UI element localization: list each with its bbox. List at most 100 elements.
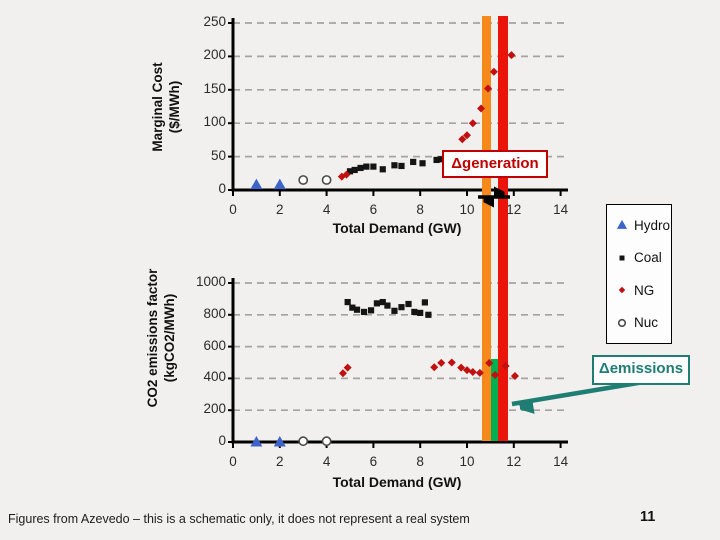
y-tick-label: 200	[203, 47, 226, 63]
square-marker	[360, 308, 368, 316]
square-marker	[438, 156, 445, 163]
x-tick-label: 4	[322, 454, 331, 469]
square-marker	[346, 168, 354, 175]
square-marker	[433, 156, 440, 164]
top-chart-x-axis-title: Total Demand (GW)	[332, 220, 462, 236]
orange-highlight-bar	[481, 16, 492, 441]
diamond-marker	[447, 358, 456, 367]
legend-item-coal: Coal	[607, 250, 671, 265]
square-marker	[367, 307, 375, 314]
x-tick-label: 0	[229, 202, 237, 217]
square-marker	[363, 163, 370, 170]
legend-item-ng: NG	[607, 283, 671, 298]
square-marker	[357, 164, 364, 172]
diamond-marker	[437, 358, 446, 367]
square-marker	[391, 162, 398, 169]
x-tick-label: 2	[276, 454, 284, 469]
y-tick-label: 250	[203, 14, 226, 29]
legend-label: NG	[634, 282, 655, 298]
square-marker	[379, 298, 386, 306]
diamond-marker	[510, 372, 519, 381]
square-marker	[379, 166, 386, 173]
triangle-marker	[616, 220, 628, 230]
diamond-marker	[485, 358, 494, 367]
legend-label: Nuc	[634, 315, 659, 331]
diamond-marker	[342, 170, 351, 179]
triangle-icon	[616, 220, 628, 230]
x-tick-label: 6	[369, 454, 378, 469]
open-circle-marker	[617, 318, 627, 327]
y-tick-label: 200	[203, 401, 226, 417]
square-marker	[349, 304, 356, 311]
y-tick-label: 50	[210, 147, 226, 163]
square-marker	[373, 300, 381, 307]
legend-item-hydro: Hydro	[607, 218, 671, 233]
open-circle-marker	[298, 436, 309, 447]
diamond-marker	[468, 368, 477, 377]
x-tick-label: 4	[322, 202, 331, 217]
triangle-marker	[250, 178, 263, 190]
y-tick-label: 400	[203, 369, 226, 385]
diamond-marker	[343, 363, 352, 372]
square-marker	[421, 299, 428, 306]
generation-callout-box: Δgeneration	[442, 150, 548, 178]
open-circle-marker	[321, 436, 332, 447]
open-circle-marker	[321, 175, 332, 185]
open-circle-marker	[298, 175, 309, 185]
square-marker	[425, 311, 432, 318]
diamond-marker	[489, 67, 498, 76]
diamond-marker	[491, 371, 500, 380]
diamond-marker	[475, 368, 484, 377]
x-tick-label: 2	[276, 202, 284, 217]
triangle-marker	[273, 178, 286, 190]
diamond-marker	[501, 361, 510, 370]
x-tick-label: 14	[553, 454, 569, 469]
legend-item-nuc: Nuc	[607, 315, 671, 330]
square-marker	[391, 307, 398, 314]
square-marker	[410, 158, 417, 166]
diamond-marker	[477, 104, 486, 113]
diamond-marker	[468, 119, 477, 128]
diamond-marker	[507, 51, 516, 60]
diamond-marker	[457, 363, 466, 372]
x-tick-label: 14	[553, 202, 569, 217]
x-tick-label: 10	[459, 454, 475, 469]
y-tick-label: 800	[203, 305, 226, 321]
y-tick-label: 150	[203, 80, 226, 96]
circle-open-icon	[617, 318, 627, 327]
diamond-marker	[618, 287, 626, 294]
y-tick-label: 0	[218, 181, 226, 196]
legend-label: Hydro	[634, 217, 671, 233]
x-tick-label: 12	[506, 454, 522, 469]
diamond-marker	[338, 369, 347, 378]
y-tick-label: 1000	[195, 274, 226, 289]
square-marker	[619, 255, 625, 261]
diamond-marker	[430, 363, 439, 372]
y-tick-label: 600	[203, 337, 226, 353]
square-marker	[384, 302, 391, 309]
x-tick-label: 10	[459, 202, 475, 217]
legend: Hydro Coal NG Nuc	[606, 204, 672, 344]
triangle-marker	[250, 436, 263, 447]
bottom-chart-x-axis-title: Total Demand (GW)	[332, 474, 462, 490]
square-marker	[417, 309, 424, 316]
emissions-callout-box: Δemissions	[592, 355, 690, 385]
y-tick-label: 0	[218, 433, 226, 448]
diamond-marker	[463, 131, 471, 140]
square-marker	[398, 304, 405, 311]
page-number: 11	[640, 509, 656, 525]
y-tick-label: 100	[203, 114, 226, 130]
legend-label: Coal	[634, 250, 662, 266]
square-marker	[344, 298, 351, 306]
square-marker	[411, 308, 418, 316]
x-tick-label: 8	[416, 454, 424, 469]
square-marker	[370, 163, 377, 170]
x-tick-label: 12	[506, 202, 522, 217]
x-tick-label: 8	[416, 202, 424, 217]
x-tick-label: 6	[369, 202, 378, 217]
square-marker	[353, 306, 361, 313]
diamond-icon	[618, 287, 626, 294]
